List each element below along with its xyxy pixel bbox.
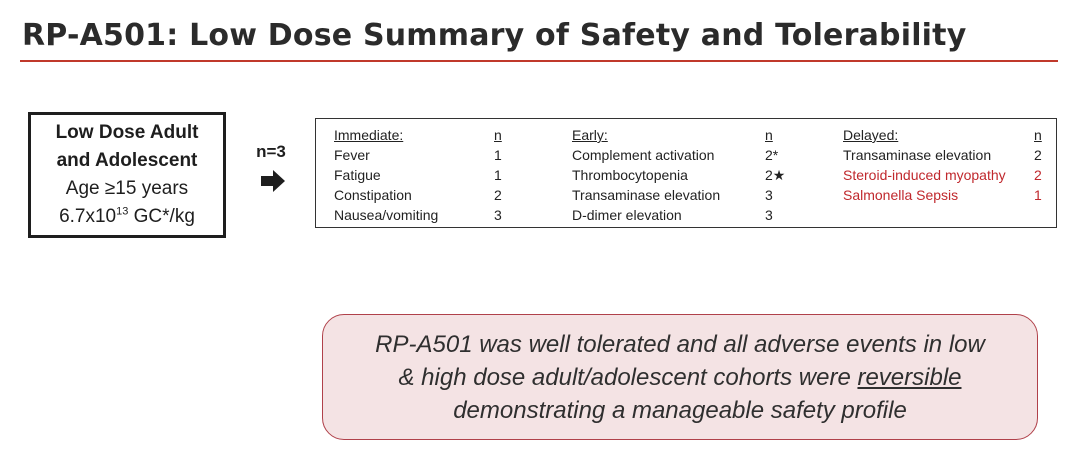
- delayed-header-row: Delayed: n: [843, 125, 1055, 145]
- event-count: 2★: [765, 167, 786, 183]
- early-n-header: n: [765, 127, 773, 143]
- list-item: Complement activation 2*: [572, 145, 802, 165]
- event-name: Thrombocytopenia: [572, 167, 688, 183]
- cohort-box: Low Dose Adult and Adolescent Age ≥15 ye…: [28, 112, 226, 238]
- event-name: Transaminase elevation: [572, 187, 721, 203]
- immediate-column: Immediate: n Fever 1 Fatigue 1 Constipat…: [334, 125, 524, 225]
- delayed-column: Delayed: n Transaminase elevation 2 Ster…: [843, 125, 1055, 205]
- list-item-highlighted: Steroid-induced myopathy 2: [843, 165, 1055, 185]
- list-item-highlighted: Salmonella Sepsis 1: [843, 185, 1055, 205]
- event-name: Complement activation: [572, 147, 715, 163]
- summary-line-1: RP-A501 was well tolerated and all adver…: [375, 330, 985, 358]
- cohort-dose: 6.7x1013 GC*/kg: [59, 203, 195, 231]
- list-item: Fever 1: [334, 145, 524, 165]
- event-count: 2: [1034, 167, 1042, 183]
- cohort-age: Age ≥15 years: [65, 178, 189, 199]
- list-item: D-dimer elevation 3: [572, 205, 802, 225]
- immediate-n-header: n: [494, 127, 502, 143]
- event-count: 2: [494, 187, 502, 203]
- delayed-n-header: n: [1034, 127, 1042, 143]
- event-name: Salmonella Sepsis: [843, 187, 959, 203]
- n-count-label: n=3: [256, 142, 286, 161]
- summary-callout: RP-A501 was well tolerated and all adver…: [322, 314, 1038, 440]
- event-name: Fatigue: [334, 167, 381, 183]
- summary-line-3: demonstrating a manageable safety profil…: [453, 396, 907, 424]
- event-name: D-dimer elevation: [572, 207, 682, 223]
- list-item: Fatigue 1: [334, 165, 524, 185]
- dose-unit: GC*/kg: [128, 206, 195, 227]
- event-count: 2: [1034, 147, 1042, 163]
- list-item: Thrombocytopenia 2★: [572, 165, 802, 185]
- list-item: Transaminase elevation 2: [843, 145, 1055, 165]
- event-count: 2*: [765, 147, 779, 163]
- immediate-header: Immediate:: [334, 127, 404, 143]
- early-column: Early: n Complement activation 2* Thromb…: [572, 125, 802, 225]
- cohort-line-2: and Adolescent: [56, 150, 198, 171]
- summary-line-2-text: & high dose adult/adolescent cohorts wer…: [398, 363, 858, 391]
- page-title: RP-A501: Low Dose Summary of Safety and …: [22, 18, 967, 53]
- event-name: Transaminase elevation: [843, 147, 992, 163]
- summary-line-2: & high dose adult/adolescent cohorts wer…: [399, 361, 962, 394]
- event-count: 3: [494, 207, 502, 223]
- early-header-row: Early: n: [572, 125, 802, 145]
- arrow-right-icon: [261, 170, 285, 192]
- event-count: 1: [1034, 187, 1042, 203]
- cohort-line-1: Low Dose Adult: [55, 122, 199, 143]
- delayed-header: Delayed:: [843, 127, 899, 143]
- event-count: 3: [765, 187, 773, 203]
- list-item: Transaminase elevation 3: [572, 185, 802, 205]
- event-count: 1: [494, 147, 502, 163]
- early-header: Early:: [572, 127, 608, 143]
- event-count: 1: [494, 167, 502, 183]
- adverse-events-table: Immediate: n Fever 1 Fatigue 1 Constipat…: [315, 118, 1057, 228]
- summary-emphasis: reversible: [857, 363, 962, 391]
- event-name: Steroid-induced myopathy: [843, 167, 1006, 183]
- title-divider: [20, 60, 1058, 62]
- list-item: Nausea/vomiting 3: [334, 205, 524, 225]
- event-name: Constipation: [334, 187, 412, 203]
- event-name: Nausea/vomiting: [334, 207, 439, 223]
- dose-base: 6.7x10: [59, 206, 117, 227]
- immediate-header-row: Immediate: n: [334, 125, 524, 145]
- event-name: Fever: [334, 147, 370, 163]
- list-item: Constipation 2: [334, 185, 524, 205]
- event-count: 3: [765, 207, 773, 223]
- dose-exponent: 13: [116, 205, 129, 218]
